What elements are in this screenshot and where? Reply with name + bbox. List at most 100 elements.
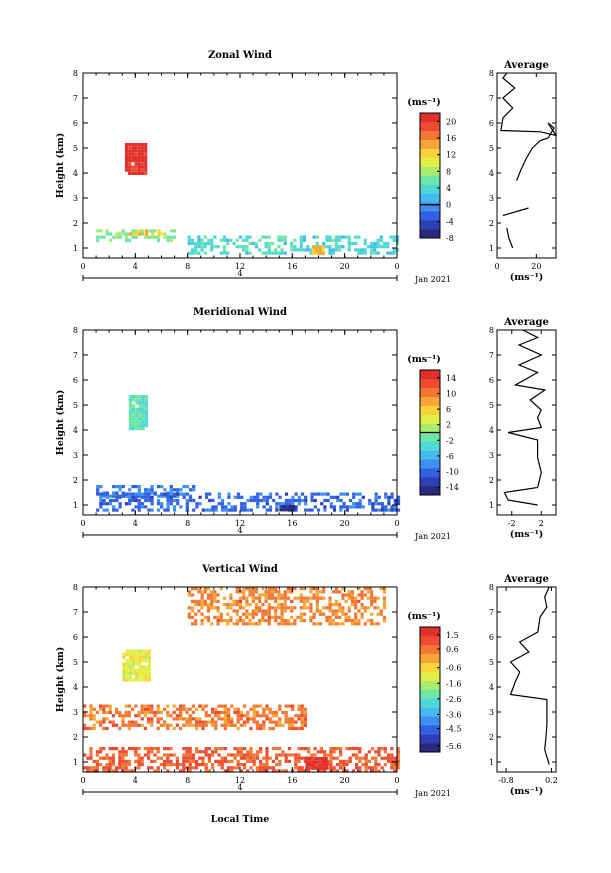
panel-3-colorbar-swatch (420, 743, 440, 753)
panel-3-cell (329, 759, 333, 763)
panel-3-cell (329, 756, 333, 760)
panel-2-cell (144, 411, 148, 415)
panel-2-ytick-label: 8 (73, 326, 78, 335)
panel-3-cell (290, 606, 294, 610)
panel-3-cell (143, 704, 147, 708)
panel-3-cell (334, 599, 339, 603)
panel-3-cell (200, 599, 204, 603)
panel-2-cell (313, 492, 317, 496)
panel-2-cell (138, 407, 142, 411)
panel-3-cell (121, 747, 125, 751)
panel-3-cell (331, 603, 335, 607)
panel-3-cell (131, 659, 135, 663)
panel-2-cell (192, 488, 196, 492)
panel-1-ytick-label: 2 (73, 219, 78, 228)
panel-2-cell (279, 508, 283, 512)
panel-3-cell (169, 714, 173, 718)
panel-1-cell (144, 232, 148, 236)
panel-3-cell (122, 652, 126, 656)
panel-3-cell (259, 704, 263, 708)
panel-3-cell (172, 753, 176, 757)
panel-3-cell (153, 753, 157, 757)
panel-2-cell (172, 505, 177, 509)
panel-1-average-title: Average (503, 60, 549, 71)
panel-2-colorbar-tick-label: 2 (446, 421, 451, 430)
panel-3-cell (138, 659, 142, 663)
panel-3-cell (230, 753, 234, 757)
panel-2-cell (134, 505, 138, 509)
panel-3-cell (141, 675, 145, 679)
panel-2-cell (134, 495, 138, 499)
panel-3-cell (299, 615, 303, 619)
panel-3-cell (201, 756, 205, 760)
panel-3-cell (297, 766, 301, 770)
panel-3-cell (239, 753, 243, 757)
panel-3-cell (163, 723, 167, 727)
panel-3-cell (201, 763, 205, 767)
panel-1-cell (134, 146, 138, 150)
panel-3-cell (243, 756, 247, 760)
panel-2-colorbar-swatch (420, 423, 440, 433)
panel-2-cell (128, 502, 132, 506)
panel-3-cell (249, 747, 253, 751)
panel-3-colorbar-tick-label: 0.6 (446, 645, 459, 654)
panel-3-cell (124, 763, 128, 767)
panel-1-cell (160, 232, 164, 236)
panel-3-cell (188, 717, 192, 721)
panel-3-cell (121, 750, 125, 754)
panel-3-cell (286, 587, 291, 591)
panel-3-cell (111, 714, 115, 718)
panel-3-cell (329, 747, 333, 751)
panel-3-cell (338, 615, 342, 619)
panel-3-cell (313, 747, 317, 751)
panel-3-cell (312, 587, 316, 591)
panel-1-colorbar-swatch (420, 211, 440, 221)
panel-2-cell (141, 395, 145, 399)
panel-3-cell (125, 662, 129, 666)
panel-1-cell (325, 235, 329, 239)
panel-2-cell (141, 411, 145, 415)
panel-2-cell (115, 485, 119, 489)
panel-3-cell (255, 723, 259, 727)
panel-1-cell (354, 241, 358, 246)
panel-3-xtick-label: 16 (287, 776, 297, 785)
panel-1-cell (354, 235, 358, 239)
panel-3-xtick-label: 0 (394, 776, 399, 785)
panel-3-cell (230, 717, 234, 721)
panel-3-cell (265, 763, 269, 767)
panel-1-cell (389, 235, 393, 239)
panel-1-cell (347, 238, 351, 242)
panel-3-cell (239, 723, 243, 727)
panel-3-cell (347, 606, 351, 610)
panel-3-cell (318, 760, 322, 764)
panel-3-cell (242, 587, 246, 591)
panel-3-cell (217, 753, 221, 757)
panel-3-cell (270, 615, 275, 619)
panel-3-cell (118, 763, 122, 767)
panel-3-cell (259, 769, 263, 773)
panel-3-cell (227, 769, 231, 773)
panel-1-colorbar-swatch (420, 166, 440, 176)
panel-3-cell (216, 593, 220, 597)
panel-3-cell (252, 704, 256, 708)
panel-3-cell (185, 753, 189, 757)
panel-1-cell (232, 241, 236, 246)
panel-1-cell (248, 251, 252, 255)
panel-2-cell (278, 502, 282, 506)
panel-3-cell (374, 766, 378, 770)
panel-1-cell (315, 248, 319, 252)
panel-3-cell (124, 769, 128, 773)
panel-3-cell (328, 615, 332, 619)
panel-2-cell (310, 492, 314, 496)
panel-1-cell (108, 238, 113, 242)
panel-1-cell (137, 159, 141, 163)
panel-3-cell (150, 710, 154, 715)
panel-2-cell (377, 508, 381, 512)
panel-3-cell (102, 756, 106, 760)
panel-3-cell (290, 622, 294, 626)
panel-1-cell (140, 171, 145, 175)
panel-1-cell (163, 235, 167, 239)
panel-2-colorbar-swatch (420, 477, 440, 487)
panel-2-cell (150, 502, 154, 506)
panel-3-cell (195, 723, 199, 727)
